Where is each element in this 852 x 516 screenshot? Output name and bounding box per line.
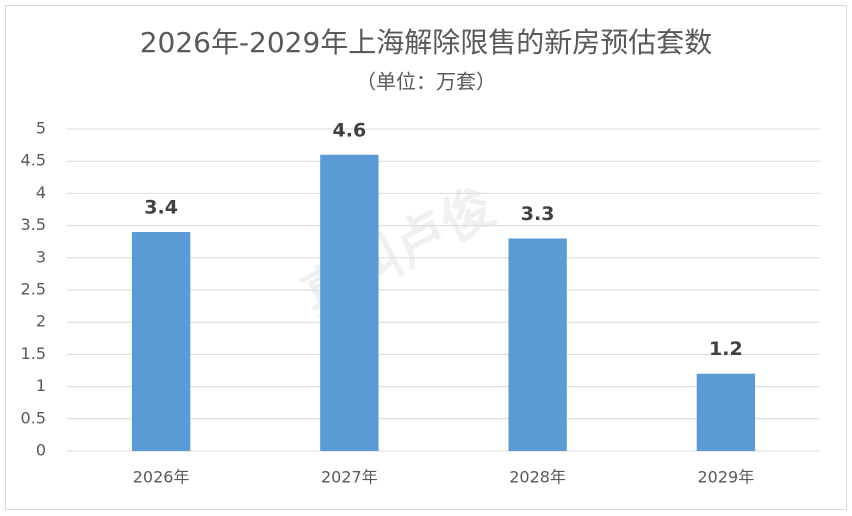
bar [508,238,567,451]
x-tick-label: 2026年 [133,468,190,487]
y-tick-label: 2.5 [21,280,46,299]
y-tick-label: 0.5 [21,408,46,427]
x-tick-label: 2028年 [509,468,566,487]
chart-title: 2026年-2029年上海解除限售的新房预估套数 [140,26,713,59]
y-tick-label: 2 [36,312,46,331]
bar [131,232,191,451]
y-tick-label: 3 [36,247,46,266]
y-tick-label: 3.5 [21,215,46,234]
bar [696,373,756,451]
x-tick-label: 2029年 [698,468,755,487]
bar [320,154,379,451]
value-label: 1.2 [709,338,743,360]
y-tick-label: 1 [36,376,46,395]
value-label: 4.6 [333,119,367,141]
chart-subtitle: （单位：万套） [356,70,496,94]
y-tick-label: 4 [36,183,46,202]
y-tick-label: 4.5 [21,151,46,170]
y-tick-label: 1.5 [21,344,46,363]
value-label: 3.4 [144,197,178,219]
x-tick-label: 2027年 [321,468,378,487]
y-tick-label: 5 [36,119,46,138]
value-label: 3.3 [521,203,555,225]
y-tick-label: 0 [36,441,46,460]
